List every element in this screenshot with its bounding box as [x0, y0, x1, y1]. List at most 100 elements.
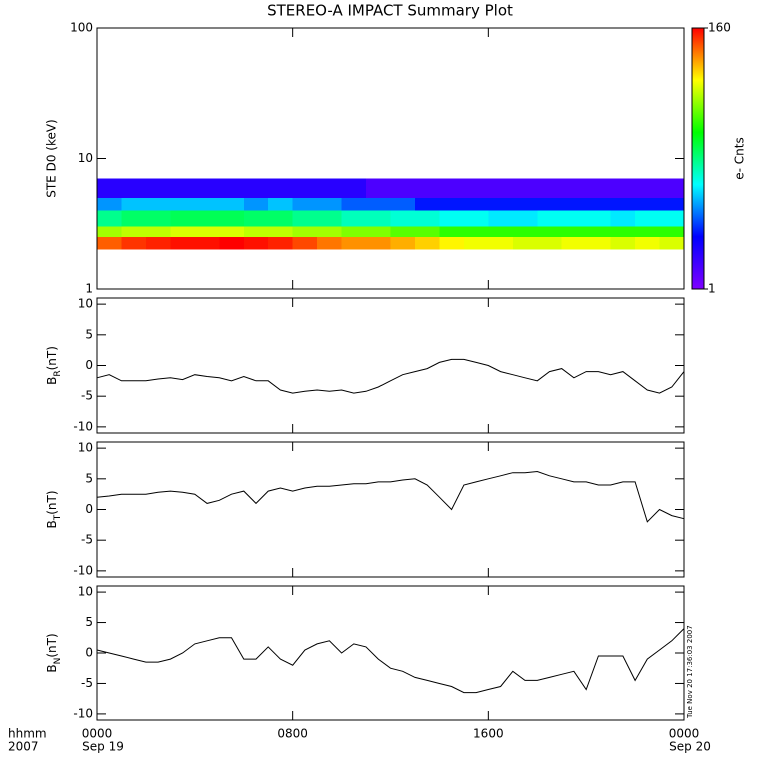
colorbar-tick-label: 1 [708, 282, 716, 296]
x-axis-label: hhmm [8, 727, 47, 741]
heat-cell [170, 197, 196, 211]
heat-cell [586, 210, 612, 227]
heat-cell [194, 237, 220, 250]
heat-cell [537, 178, 563, 198]
y-tick-label: -10 [73, 419, 93, 433]
y-label-main: B [45, 377, 59, 385]
heat-cell [97, 237, 122, 250]
heat-cell [243, 178, 269, 198]
heat-cell [463, 178, 489, 198]
heat-cell [121, 197, 147, 211]
heat-cell [463, 237, 489, 250]
heat-cell [414, 178, 440, 198]
heat-cell [97, 226, 122, 238]
heat-cell [439, 237, 465, 250]
heat-cell [561, 178, 587, 198]
heat-cell [292, 178, 318, 198]
heat-cell [268, 237, 294, 250]
y-tick-label: 10 [78, 441, 93, 455]
heat-cell [292, 197, 318, 211]
heat-cell [317, 237, 342, 250]
heat-cell [341, 226, 367, 238]
heat-cell [586, 178, 612, 198]
heat-cell [561, 210, 587, 227]
heat-cell [463, 197, 489, 211]
heat-cell [659, 210, 685, 227]
heat-cell [390, 197, 416, 211]
plot-frame [96, 297, 685, 434]
x-date-label: Sep 20 [669, 740, 711, 754]
y-label-unit: (nT) [45, 346, 59, 370]
y-tick-label: 0 [85, 358, 93, 372]
heat-cell [170, 237, 196, 250]
heat-cell [366, 210, 391, 227]
heat-cell [390, 210, 416, 227]
heat-cell [243, 210, 269, 227]
heat-cell [635, 210, 660, 227]
heat-cell [292, 210, 318, 227]
heat-cell [219, 197, 245, 211]
heat-cell [366, 197, 391, 211]
x-date-label: Sep 19 [82, 740, 124, 754]
heat-cell [610, 197, 636, 211]
plot-frame [96, 585, 685, 721]
heat-cell [194, 226, 220, 238]
y-label-main: B [45, 520, 59, 528]
heat-cell [659, 197, 685, 211]
heat-cell [97, 210, 122, 227]
heat-cell [317, 226, 342, 238]
y-axis-label: BT(nT) [45, 490, 63, 528]
heat-cell [561, 226, 587, 238]
heat-cell [586, 237, 612, 250]
heat-cell [390, 237, 416, 250]
y-label-unit: (nT) [45, 490, 59, 514]
heat-cell [268, 226, 294, 238]
y-tick-label: 100 [70, 21, 93, 35]
heat-cell [414, 210, 440, 227]
y-label-sub: R [53, 370, 63, 376]
heat-cell [145, 226, 171, 238]
line [96, 628, 685, 694]
heat-cell [268, 178, 294, 198]
y-tick-label: 5 [85, 615, 93, 629]
heat-cell [439, 178, 465, 198]
heat-cell [512, 178, 538, 198]
heat-cell [341, 237, 367, 250]
heat-cell [268, 197, 294, 211]
y-tick-label: 0 [85, 502, 93, 516]
heat-cell [512, 197, 538, 211]
heat-cell [194, 178, 220, 198]
heat-cell [635, 237, 660, 250]
timestamp: Tue Nov 20 17:36:03 2007 [686, 625, 694, 719]
heat-cell [219, 178, 245, 198]
y-tick-label: 1 [85, 282, 93, 296]
x-tick-label: 0800 [277, 727, 308, 741]
y-axis-label: STE D0 (keV) [45, 119, 59, 198]
heat-cell [243, 197, 269, 211]
y-tick-label: -10 [73, 563, 93, 577]
y-tick-label: -5 [81, 533, 93, 547]
heat-cell [561, 197, 587, 211]
chart-title: STEREO-A IMPACT Summary Plot [267, 2, 513, 20]
heat-cell [243, 237, 269, 250]
heat-cell [659, 178, 685, 198]
y-tick-label: 0 [85, 646, 93, 660]
y-axis-label: BR(nT) [45, 346, 63, 385]
heat-cell [194, 210, 220, 227]
heat-cell [341, 178, 367, 198]
heat-cell [317, 197, 342, 211]
line [96, 470, 685, 523]
heat-cell [243, 226, 269, 238]
heat-cell [219, 226, 245, 238]
heat-cell [463, 210, 489, 227]
heat-cell [439, 210, 465, 227]
y-label-unit: (nT) [45, 633, 59, 657]
y-tick-label: 10 [78, 585, 93, 599]
y-label-main: B [45, 664, 59, 672]
y-tick-label: 10 [78, 297, 93, 311]
heat-cell [145, 197, 171, 211]
heat-cell [439, 197, 465, 211]
heat-cell [219, 210, 245, 227]
heat-cell [145, 237, 171, 250]
